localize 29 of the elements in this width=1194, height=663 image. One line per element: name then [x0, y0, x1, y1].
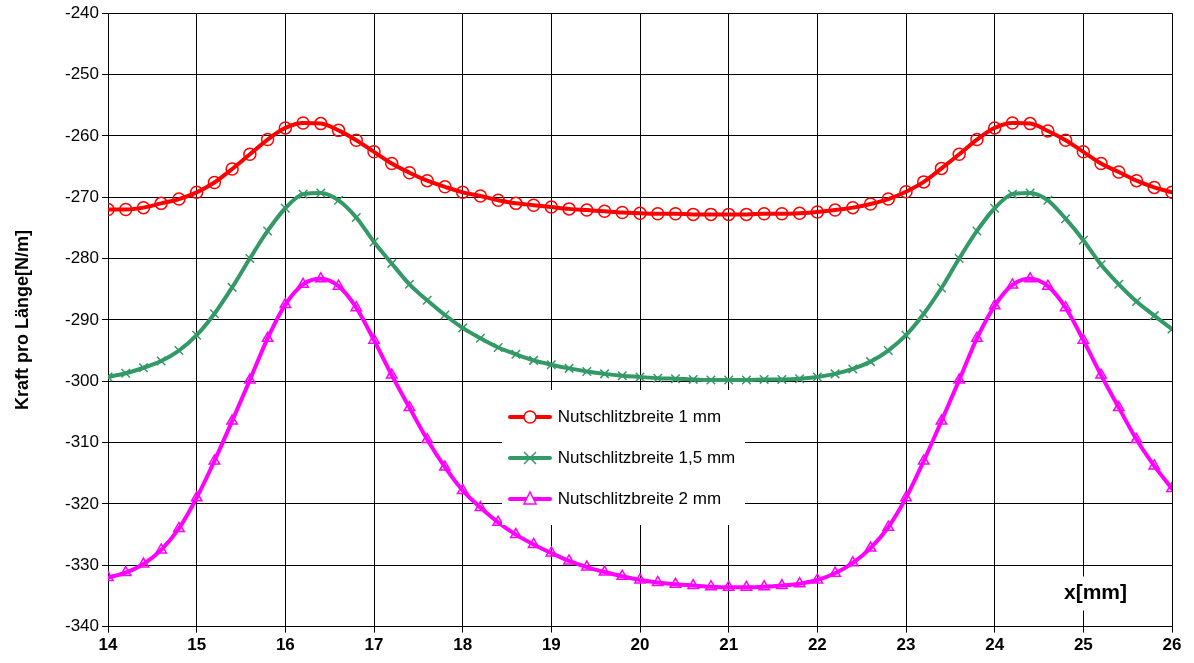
x-tick-label: 26 — [1162, 635, 1182, 655]
y-tick-label: -310 — [64, 432, 99, 452]
x-tick-label: 14 — [98, 635, 118, 655]
y-tick-label: -330 — [64, 554, 99, 574]
y-tick-label: -290 — [64, 309, 99, 329]
legend-label: Nutschlitzbreite 1 mm — [557, 406, 722, 427]
y-tick-label: -250 — [64, 64, 99, 84]
x-tick-label: 18 — [453, 635, 473, 655]
y-tick-label: -270 — [64, 186, 99, 206]
legend-label: Nutschlitzbreite 1,5 mm — [557, 447, 736, 468]
y-tick-label: -240 — [64, 2, 99, 22]
y-axis-title: Kraft pro Länge[N/m] — [11, 229, 32, 410]
x-tick-label: 19 — [541, 635, 561, 655]
y-tick-label: -300 — [64, 370, 99, 390]
x-tick-label: 21 — [719, 635, 739, 655]
x-tick-label: 20 — [630, 635, 650, 655]
y-tick-label: -320 — [64, 493, 99, 513]
x-axis-title: x[mm] — [1063, 580, 1127, 604]
x-tick-label: 15 — [187, 635, 207, 655]
y-tick-label: -260 — [64, 125, 99, 145]
y-tick-label: -340 — [64, 616, 99, 636]
x-tick-label: 24 — [985, 635, 1005, 655]
y-tick-label: -280 — [64, 248, 99, 268]
x-tick-label: 25 — [1073, 635, 1093, 655]
x-tick-label: 17 — [364, 635, 384, 655]
x-tick-label: 16 — [275, 635, 295, 655]
x-tick-label: 23 — [896, 635, 916, 655]
legend-label: Nutschlitzbreite 2 mm — [557, 488, 722, 509]
x-tick-label: 22 — [807, 635, 827, 655]
